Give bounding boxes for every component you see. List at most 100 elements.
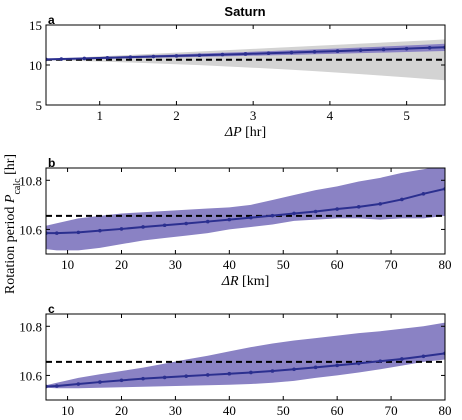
data-point — [243, 52, 248, 56]
data-point — [59, 57, 64, 61]
y-axis-label-main: Rotation period — [3, 203, 18, 294]
x-tick-label: 20 — [115, 403, 128, 418]
x-tick-label: 70 — [385, 403, 398, 418]
data-point — [356, 205, 361, 209]
x-tick-label: 3 — [250, 108, 257, 123]
x-tick-label: 60 — [331, 257, 344, 272]
data-point — [249, 215, 253, 220]
data-point — [427, 46, 432, 50]
data-point — [313, 209, 318, 214]
data-point — [220, 52, 225, 57]
series-line — [46, 352, 445, 388]
data-point — [266, 51, 271, 56]
data-point — [400, 197, 404, 202]
x-tick-label: 2 — [173, 108, 180, 123]
y-tick-label: 10.6 — [19, 222, 42, 237]
data-point — [404, 46, 409, 51]
data-point — [356, 361, 361, 366]
x-tick-label: 20 — [115, 257, 128, 272]
data-point — [249, 370, 253, 375]
x-tick-label: 30 — [169, 257, 182, 272]
x-tick-label: 80 — [439, 403, 452, 418]
y-axis-label: Rotation period Pcalc [hr] — [3, 154, 23, 294]
x-axis-label-symbol: ΔP — [224, 125, 242, 140]
data-point — [227, 217, 232, 222]
data-point — [151, 54, 156, 59]
x-axis-label: ΔP [hr] — [224, 125, 266, 140]
y-tick-label: 15 — [29, 18, 42, 33]
data-point — [76, 382, 81, 386]
x-tick-label: 60 — [331, 403, 344, 418]
plot-area-c — [46, 322, 445, 389]
panel-label-c: c — [48, 302, 55, 316]
panel-label-b: b — [48, 156, 55, 170]
data-point — [335, 207, 339, 211]
data-point — [378, 359, 383, 363]
data-point — [227, 371, 232, 376]
data-point — [205, 373, 210, 377]
data-point — [312, 50, 317, 54]
data-point — [82, 56, 87, 61]
y-axis-label-unit: [hr] — [3, 154, 18, 179]
y-tick-label: 10.6 — [19, 368, 42, 383]
x-tick-label: 30 — [169, 403, 182, 418]
data-point — [400, 357, 404, 361]
panel-label-a: a — [48, 13, 55, 27]
x-tick-label: 70 — [385, 257, 398, 272]
x-tick-label: 10 — [61, 257, 74, 272]
y-tick-label: 10.8 — [19, 319, 42, 334]
uncertainty-band — [46, 168, 445, 251]
data-point — [270, 213, 275, 218]
data-point — [174, 54, 179, 58]
x-tick-label: 5 — [403, 108, 410, 123]
x-tick-label: 50 — [277, 403, 290, 418]
y-tick-label: 5 — [36, 98, 43, 113]
y-tick-label: 10.8 — [19, 173, 42, 188]
data-point — [358, 48, 363, 53]
data-point — [289, 50, 294, 55]
y-tick-label: 10 — [29, 58, 42, 73]
data-point — [292, 211, 296, 216]
data-point — [98, 380, 102, 384]
data-point — [421, 192, 426, 196]
data-point — [141, 225, 145, 229]
x-tick-label: 4 — [327, 108, 334, 123]
x-axis-label-symbol: ΔR — [221, 274, 239, 289]
axes-box — [45, 313, 446, 401]
data-point — [162, 375, 167, 380]
plot-area-b — [46, 168, 445, 251]
data-point — [205, 219, 210, 224]
panel-b: 10 20 30 40 50 60 70 80 10.6 10.8 b ΔR [km] — [19, 156, 451, 289]
data-point — [335, 49, 340, 53]
x-tick-label: 10 — [61, 403, 74, 418]
series-line — [46, 187, 445, 235]
data-point — [98, 228, 102, 233]
data-point — [105, 56, 110, 60]
y-axis-label-symbol: P — [3, 194, 18, 204]
data-point — [270, 369, 275, 373]
x-tick-label: 1 — [96, 108, 103, 123]
data-point — [421, 354, 426, 359]
data-point — [162, 223, 167, 228]
axes-box — [45, 167, 446, 255]
y-axis-label-subscript: calc — [12, 178, 23, 195]
x-tick-label: 80 — [439, 257, 452, 272]
data-point — [128, 55, 133, 59]
data-point — [54, 384, 59, 388]
data-point — [313, 365, 318, 370]
x-axis-label-unit: [hr] — [242, 125, 267, 140]
data-point — [119, 378, 124, 383]
uncertainty-band-outer — [46, 39, 445, 81]
data-point — [54, 231, 59, 235]
panels: 1 2 3 4 5 5 10 15 a ΔP [hr] 10 20 30 40 50 60 70 80 10.6 10… — [19, 13, 452, 418]
x-tick-label: 50 — [277, 257, 290, 272]
plot-area-a — [46, 39, 445, 81]
data-point — [381, 47, 386, 52]
x-tick-label: 40 — [223, 403, 236, 418]
x-tick-label: 40 — [223, 257, 236, 272]
data-point — [141, 376, 145, 381]
data-point — [378, 202, 383, 206]
data-point — [184, 221, 188, 226]
